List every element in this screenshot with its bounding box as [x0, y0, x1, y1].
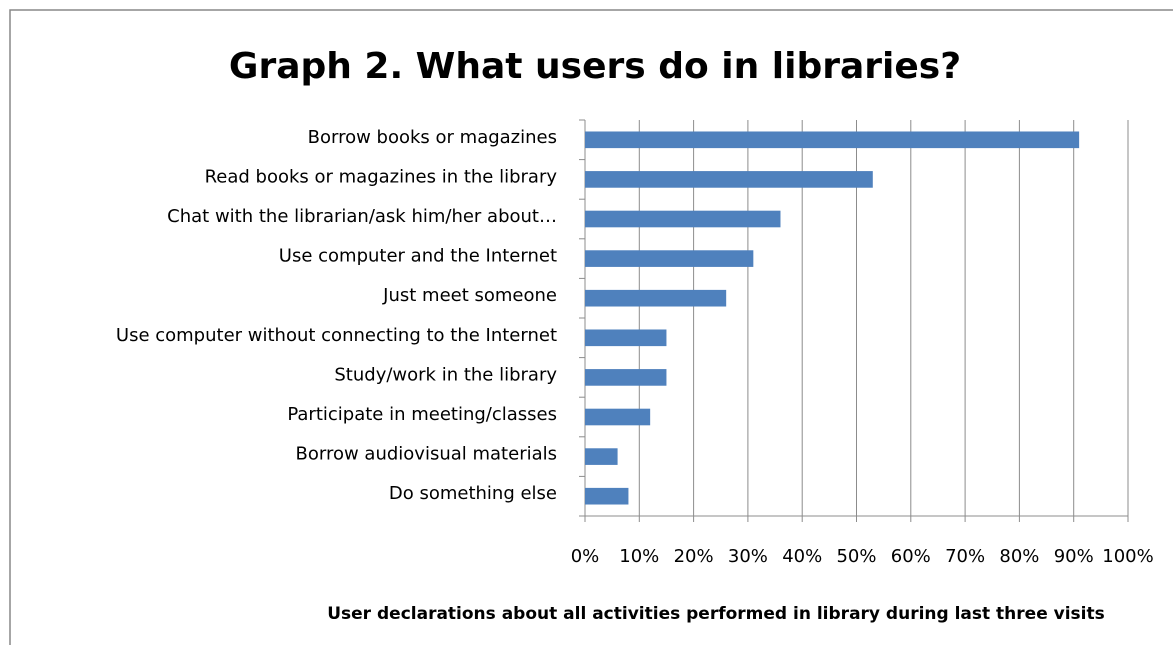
y-tick-label: Borrow audiovisual materials [296, 444, 557, 465]
x-axis-title: User declarations about all activities p… [327, 604, 1105, 624]
x-tick-label: 80% [999, 546, 1039, 567]
y-tick-label: Just meet someone [382, 285, 557, 306]
x-tick-label: 70% [945, 546, 985, 567]
x-tick-label: 20% [674, 546, 714, 567]
bar [585, 408, 651, 426]
y-tick-label: Do something else [389, 483, 557, 504]
x-tick-label: 10% [619, 546, 659, 567]
bar [585, 289, 727, 307]
x-tick-label: 0% [571, 546, 600, 567]
x-tick-label: 50% [836, 546, 876, 567]
bar [585, 131, 1080, 149]
bar [585, 329, 667, 347]
y-tick-label: Participate in meeting/classes [287, 404, 557, 425]
y-tick-label: Chat with the librarian/ask him/her abou… [167, 206, 557, 227]
bar [585, 448, 618, 465]
chart-frame [9, 9, 1173, 645]
bar [585, 487, 629, 505]
x-tick-label: 90% [1054, 546, 1094, 567]
bar [585, 369, 667, 386]
x-tick-label: 30% [728, 546, 768, 567]
bar [585, 250, 754, 267]
bar [585, 210, 781, 228]
y-tick-label: Use computer without connecting to the I… [116, 325, 557, 346]
y-tick-label: Borrow books or magazines [308, 127, 557, 148]
x-tick-label: 100% [1102, 546, 1153, 567]
y-tick-label: Use computer and the Internet [279, 246, 557, 267]
y-tick-label: Read books or magazines in the library [205, 166, 558, 187]
bar [585, 171, 873, 188]
x-tick-label: 40% [782, 546, 822, 567]
y-tick-label: Study/work in the library [334, 364, 557, 385]
chart-title: Graph 2. What users do in libraries? [229, 46, 961, 87]
x-tick-label: 60% [891, 546, 931, 567]
